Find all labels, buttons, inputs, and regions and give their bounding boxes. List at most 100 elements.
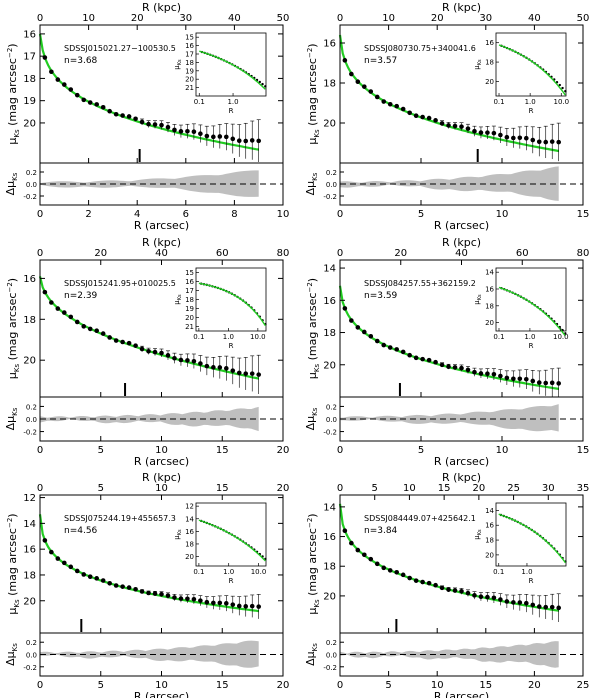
data-point (165, 124, 171, 130)
data-point (439, 585, 445, 591)
data-point (374, 94, 380, 100)
data-point (400, 106, 406, 112)
data-point (74, 568, 80, 574)
data-point (362, 329, 367, 335)
kpc-tick-label: 10 (382, 13, 395, 24)
data-point (113, 583, 119, 588)
data-point (459, 588, 464, 594)
data-point (120, 584, 125, 589)
inset-model-line (498, 44, 566, 96)
inset-frame (195, 267, 267, 332)
data-point (87, 574, 93, 579)
data-point (42, 289, 48, 295)
kpc-tick-label: 40 (155, 248, 168, 259)
panel-1: 0 2 4 6 8 10R (arcsec)0 10 20 30 40 50R (kpc)16171… (4, 1, 289, 232)
resid-y-tick-label: -0.2 (323, 193, 337, 201)
data-point (349, 540, 354, 546)
data-point (211, 365, 216, 370)
inset-x-label: R (529, 577, 534, 585)
x-axis-label: R (arcsec) (434, 455, 489, 468)
data-point (536, 139, 542, 145)
kpc-axis-label: R (kpc) (142, 471, 181, 484)
galaxy-name: SDSSJ084449.07+425642.1 (364, 514, 476, 523)
sersic-index-label: n=3.84 (364, 526, 398, 536)
data-point (498, 597, 503, 602)
data-point (152, 591, 158, 596)
inset-data-point (558, 83, 561, 87)
x-tick-label: 20 (277, 445, 290, 456)
inset-x-label: R (529, 342, 534, 350)
data-point (185, 596, 190, 602)
data-point (517, 600, 523, 605)
sersic-index-label: n=2.39 (64, 291, 98, 301)
inset-model-line (498, 513, 566, 564)
x-tick-label: 8 (231, 209, 237, 220)
x-tick-label: 20 (528, 680, 541, 691)
inset-x-label: R (229, 107, 234, 115)
data-point (120, 339, 125, 345)
data-point (530, 137, 536, 143)
residual-band (40, 170, 259, 197)
inset-x-tick-label: 1.0 (524, 333, 535, 341)
kpc-axis-label: R (kpc) (142, 1, 181, 14)
inset-y-tick-label: 21 (185, 323, 194, 331)
x-tick-label: 10 (496, 209, 509, 220)
data-point (204, 599, 210, 605)
y-tick-label: 14 (23, 519, 36, 530)
data-point (381, 342, 387, 348)
resid-y-tick-label: 0.0 (326, 416, 337, 424)
inset-frame (495, 32, 567, 97)
data-point (159, 350, 164, 356)
inset-x-tick-label: 0.1 (493, 333, 504, 341)
inset-model-line (199, 50, 266, 90)
data-point (198, 131, 203, 137)
kpc-tick-label: 0 (337, 248, 343, 259)
data-point (68, 87, 74, 92)
data-point (368, 89, 374, 94)
inset-model-line (498, 286, 566, 337)
y-axis-label: μKs (mag arcsec−2) (6, 43, 21, 144)
inset-x-tick-label: 10.0 (250, 333, 266, 341)
y-tick-label: 18 (23, 74, 36, 85)
data-point (49, 69, 54, 75)
data-point (139, 346, 145, 352)
data-point (362, 552, 367, 558)
y-axis-label: μKs (mag arcsec−2) (6, 513, 21, 614)
data-point (126, 340, 132, 346)
x-tick-label: 0 (337, 445, 343, 456)
kpc-tick-label: 20 (131, 13, 144, 24)
data-point (211, 134, 216, 140)
x-tick-label: 0 (37, 445, 43, 456)
data-point (517, 135, 523, 141)
data-point (139, 119, 145, 125)
inset-y-tick-label: 16 (485, 39, 494, 47)
data-point (249, 371, 255, 376)
data-point (524, 135, 529, 141)
kpc-tick-label: 40 (528, 13, 541, 24)
y-tick-label: 18 (23, 315, 36, 326)
kpc-tick-label: 20 (94, 248, 107, 259)
data-point (49, 549, 54, 555)
y-tick-label: 18 (323, 562, 336, 573)
data-point (543, 380, 549, 386)
data-point (55, 306, 61, 311)
y-tick-label: 16 (323, 296, 336, 307)
data-point (191, 358, 197, 364)
data-point (394, 103, 400, 109)
y-tick-label: 16 (23, 545, 36, 556)
resid-y-tick-label: -0.2 (23, 193, 37, 201)
inset-x-tick-label: 10.0 (251, 568, 267, 576)
residual-band (40, 406, 259, 432)
kpc-tick-label: 40 (455, 248, 468, 259)
inset-y-label: μKs (473, 294, 483, 305)
data-point (217, 365, 223, 370)
inset-y-tick-label: 15 (185, 269, 194, 277)
y-tick-label: 20 (323, 591, 336, 602)
resid-y-tick-label: -0.2 (323, 664, 337, 672)
data-point (126, 114, 132, 119)
resid-y-tick-label: -0.2 (23, 664, 37, 672)
data-point (368, 333, 374, 339)
data-point (524, 600, 529, 606)
x-tick-label: 5 (418, 209, 424, 220)
data-point (100, 578, 106, 583)
